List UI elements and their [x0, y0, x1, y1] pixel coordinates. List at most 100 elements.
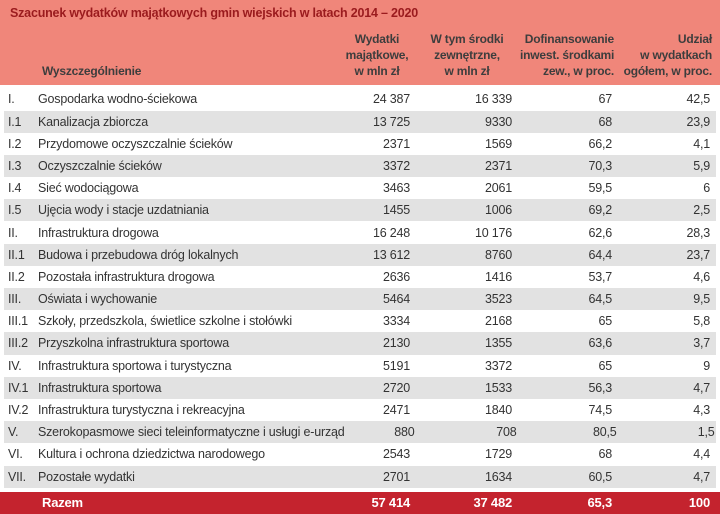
value-dofinansowanie: 59,5: [588, 181, 612, 196]
value-srodki: 9330: [484, 114, 512, 129]
row-number: VI.: [8, 447, 23, 462]
value-wydatki: 2701: [382, 469, 410, 484]
value-udzial: 1,5: [697, 425, 715, 440]
value-srodki: 2061: [484, 181, 512, 196]
table-row: VI. Kultura i ochrona dziedzictwa narodow…: [4, 443, 716, 466]
value-srodki: 1634: [484, 469, 512, 484]
value-srodki: 16 339: [474, 92, 512, 107]
value-srodki: 10 176: [474, 225, 512, 240]
value-dofinansowanie: 69,2: [588, 203, 612, 218]
row-number: I.3: [8, 158, 22, 173]
row-number: I.1: [8, 114, 22, 129]
table-row: I.4 Sieć wodociągowa 3463 2061 59,5 6: [4, 177, 716, 200]
value-wydatki: 2371: [382, 136, 410, 151]
table-body: I. Gospodarka wodno-ściekowa 24 387 16 339 6…: [0, 85, 720, 490]
table-row: VII. Pozostałe wydatki 2701 1634 60,5 4,7: [4, 465, 716, 488]
value-dofinansowanie: 64,4: [588, 247, 612, 262]
row-label: Infrastruktura turystyczna i rekreacyjna: [38, 403, 245, 418]
value-wydatki: 16 248: [372, 225, 410, 240]
value-dofinansowanie: 53,7: [588, 269, 612, 284]
table-row: V. Szerokopasmowe sieci teleinformatyczne…: [4, 421, 716, 444]
row-label: Budowa i przebudowa dróg lokalnych: [38, 247, 239, 262]
value-wydatki: 24 387: [372, 92, 410, 107]
column-header-wyszczegolnienie: Wyszczególnienie: [42, 64, 142, 79]
value-srodki: 2168: [484, 314, 512, 329]
value-udzial: 23,9: [686, 114, 710, 129]
row-label: Oświata i wychowanie: [38, 292, 157, 307]
value-udzial: 2,5: [693, 203, 710, 218]
row-label: Sieć wodociągowa: [38, 181, 139, 196]
row-label: Kultura i ochrona dziedzictwa narodowego: [38, 447, 265, 462]
table-title: Szacunek wydatków majątkowych gmin wiejs…: [10, 6, 419, 20]
table-row: IV.2 Infrastruktura turystyczna i rekreac…: [4, 398, 716, 422]
value-wydatki: 2720: [382, 380, 410, 395]
table-row: IV. Infrastruktura sportowa i turystyczna…: [4, 354, 716, 377]
value-udzial: 4,4: [693, 447, 710, 462]
column-header-dofinansowanie: Dofinansowanie inwest. środkami zew., w …: [520, 31, 615, 79]
row-number: V.: [8, 425, 19, 440]
value-wydatki: 2543: [382, 447, 410, 462]
row-label: Infrastruktura drogowa: [38, 225, 159, 240]
total-label: Razem: [42, 495, 83, 511]
row-number: I.2: [8, 136, 22, 151]
value-udzial: 4,3: [693, 403, 710, 418]
total-dofinansowanie: 65,3: [587, 495, 612, 511]
row-number: IV.1: [8, 380, 29, 395]
row-number: II.1: [8, 247, 25, 262]
value-udzial: 4,1: [693, 136, 710, 151]
total-wydatki: 57 414: [371, 495, 410, 511]
value-srodki: 3372: [484, 358, 512, 373]
value-srodki: 1533: [484, 380, 512, 395]
row-label: Infrastruktura sportowa: [38, 380, 162, 395]
value-wydatki: 3372: [382, 158, 410, 173]
value-dofinansowanie: 56,3: [588, 380, 612, 395]
value-udzial: 6: [703, 181, 710, 196]
table-row: II.2 Pozostała infrastruktura drogowa 2636…: [4, 265, 716, 288]
table-row: I.5 Ujęcia wody i stacje uzdatniania 1455 1…: [4, 199, 716, 222]
value-dofinansowanie: 62,6: [588, 225, 612, 240]
column-header-wydatki-majatkowe: Wydatki majątkowe, w mln zł: [345, 31, 409, 79]
value-dofinansowanie: 66,2: [588, 136, 612, 151]
row-label: Pozostałe wydatki: [38, 469, 135, 484]
table-row: III. Oświata i wychowanie 5464 3523 64,5 9,5: [4, 288, 716, 311]
value-udzial: 9,5: [693, 292, 710, 307]
row-label: Pozostała infrastruktura drogowa: [38, 269, 215, 284]
value-wydatki: 3463: [382, 181, 410, 196]
table-row: III.2 Przyszkolna infrastruktura sportowa…: [4, 332, 716, 355]
row-number: I.: [8, 92, 15, 107]
value-srodki: 1416: [484, 269, 512, 284]
table-row: I.1 Kanalizacja zbiorcza 13 725 9330 68 23,9: [4, 110, 716, 133]
row-number: II.: [8, 225, 18, 240]
row-label: Szerokopasmowe sieci teleinformatyczne i…: [38, 425, 345, 440]
column-header-row: Wyszczególnienie Wydatki majątkowe, w ml…: [0, 31, 720, 86]
value-udzial: 4,7: [693, 469, 710, 484]
value-srodki: 1569: [484, 136, 512, 151]
value-wydatki: 13 725: [372, 114, 410, 129]
row-label: Infrastruktura sportowa i turystyczna: [38, 358, 232, 373]
value-dofinansowanie: 63,6: [588, 336, 612, 351]
table-row: III.1 Szkoły, przedszkola, świetlice szko…: [4, 310, 716, 333]
row-label: Gospodarka wodno-ściekowa: [38, 92, 197, 107]
column-header-udzial: Udział w wydatkach ogółem, w proc.: [623, 31, 713, 79]
row-number: VII.: [8, 469, 26, 484]
row-label: Kanalizacja zbiorcza: [38, 114, 148, 129]
row-number: IV.: [8, 358, 22, 373]
value-wydatki: 5464: [382, 292, 410, 307]
table-row: II. Infrastruktura drogowa 16 248 10 176 62,…: [4, 221, 716, 244]
row-number: III.: [8, 292, 22, 307]
value-wydatki: 5191: [382, 358, 410, 373]
value-dofinansowanie: 68: [598, 447, 612, 462]
table-row: I. Gospodarka wodno-ściekowa 24 387 16 339 6…: [4, 88, 716, 111]
total-srodki: 37 482: [473, 495, 512, 511]
value-srodki: 1729: [484, 447, 512, 462]
value-udzial: 5,9: [693, 158, 710, 173]
column-header-srodki-zewnetrzne: W tym środki zewnętrzne, w mln zł: [430, 31, 504, 79]
value-udzial: 28,3: [686, 225, 710, 240]
row-label: Oczyszczalnie ścieków: [38, 158, 162, 173]
value-wydatki: 880: [394, 425, 415, 440]
value-udzial: 9: [703, 358, 710, 373]
value-wydatki: 2130: [382, 336, 410, 351]
value-srodki: 708: [496, 425, 517, 440]
value-srodki: 1355: [484, 336, 512, 351]
